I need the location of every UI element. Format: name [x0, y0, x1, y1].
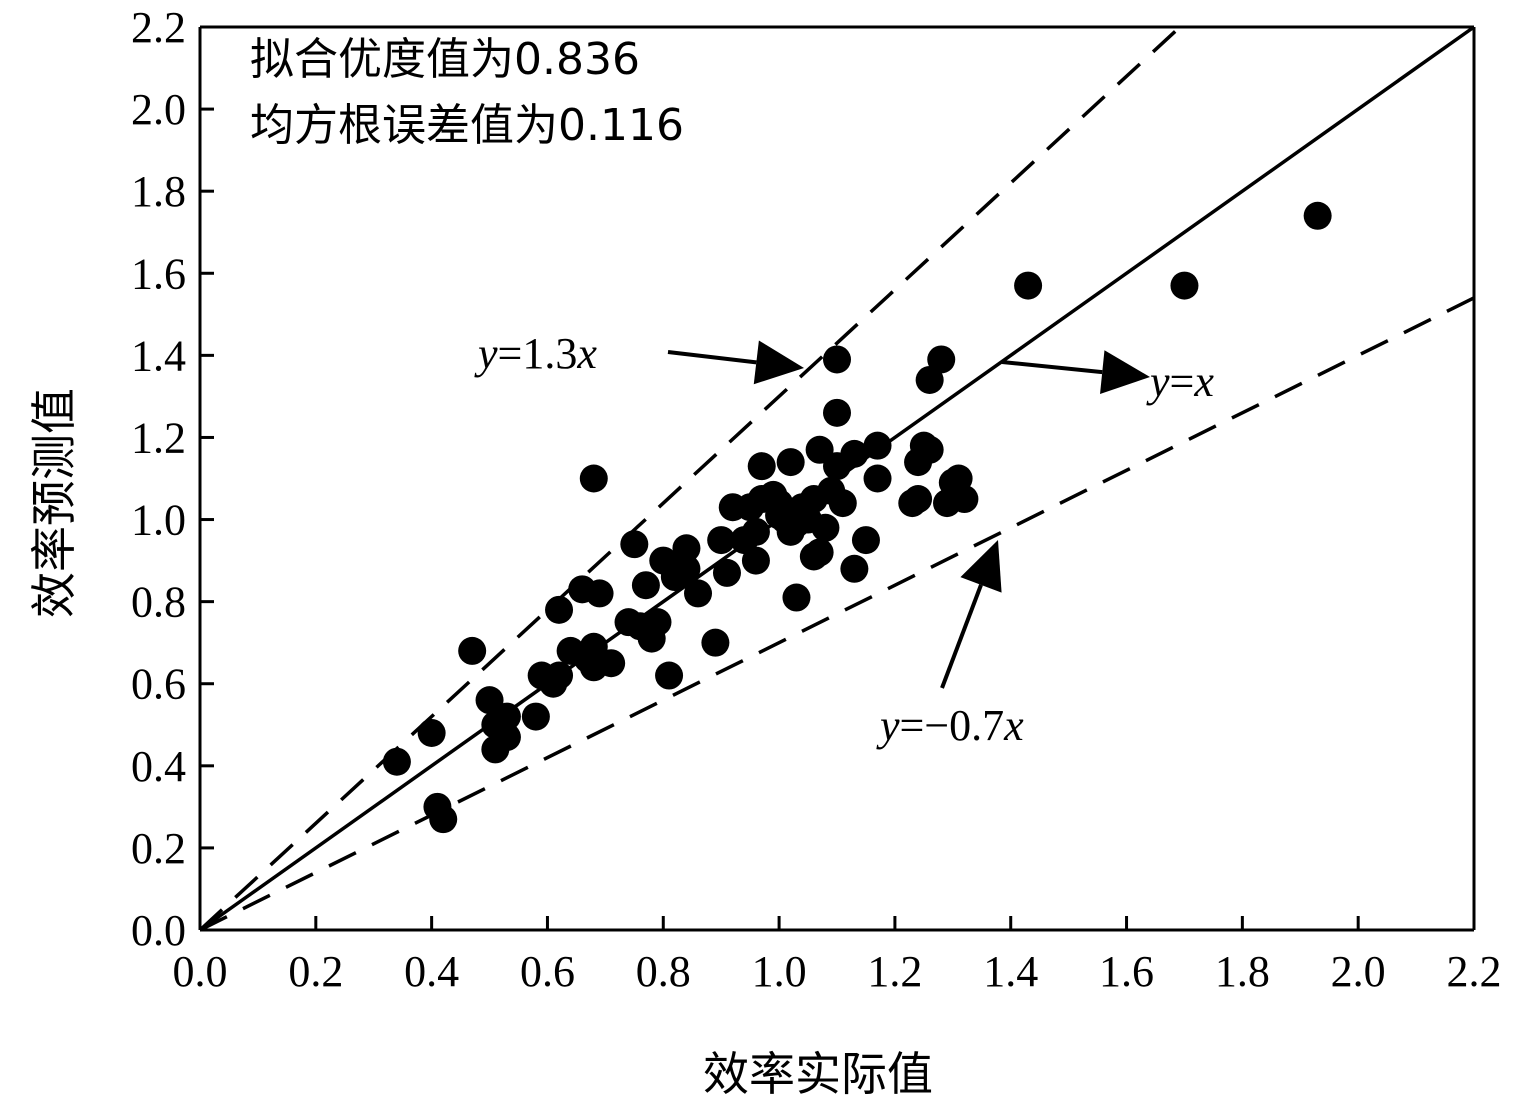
tick-labels: 0.0 0.2 0.4 0.6 0.8 1.0 1.2 1.4 1.6 1.8 2.0 2.2 0.0 0…	[131, 3, 1502, 996]
data-point	[579, 464, 608, 493]
y-axis-title: 效率预测值	[27, 388, 81, 618]
data-point	[597, 649, 626, 678]
plot-frame	[198, 25, 1476, 932]
ticks	[198, 25, 1476, 932]
data-point	[417, 718, 446, 747]
y-tick-label: 0.8	[131, 578, 186, 627]
y-tick-label: 0.6	[131, 660, 186, 709]
data-point	[741, 546, 770, 575]
data-point	[579, 632, 608, 661]
data-point	[585, 579, 614, 608]
data-point	[747, 452, 776, 481]
data-point	[712, 558, 741, 587]
arrow-identity-line-head	[1100, 350, 1150, 395]
data-point	[492, 702, 521, 731]
data-point	[950, 485, 979, 514]
lower-bound-line	[199, 296, 1475, 932]
data-point	[840, 439, 869, 468]
data-point	[863, 464, 892, 493]
x-tick-label: 0.6	[520, 947, 575, 996]
y-tick-label: 2.0	[131, 85, 186, 134]
arrow-lower-line-head	[960, 540, 1002, 593]
data-point	[643, 608, 672, 637]
data-point	[851, 526, 880, 555]
y-tick-label: 1.0	[131, 496, 186, 545]
y-tick-label: 1.8	[131, 167, 186, 216]
x-tick-label: 1.2	[867, 947, 922, 996]
x-tick-label: 2.2	[1447, 947, 1502, 996]
x-tick-label: 0.8	[636, 947, 691, 996]
data-point	[655, 661, 684, 690]
x-tick-label: 0.2	[288, 947, 343, 996]
data-point	[776, 448, 805, 477]
x-tick-label: 1.4	[983, 947, 1038, 996]
y-tick-label: 1.4	[131, 331, 186, 380]
data-point	[811, 513, 840, 542]
data-point	[915, 435, 944, 464]
data-point	[545, 661, 574, 690]
x-axis-title: 效率实际值	[703, 1047, 933, 1101]
x-tick-label: 0.0	[173, 947, 228, 996]
data-point	[915, 365, 944, 394]
y-tick-label: 0.0	[131, 906, 186, 955]
data-point	[382, 747, 411, 776]
data-point	[782, 583, 811, 612]
data-point	[1170, 271, 1199, 300]
data-point	[741, 517, 770, 546]
x-tick-label: 0.4	[404, 947, 459, 996]
x-tick-label: 1.0	[752, 947, 807, 996]
data-point	[458, 636, 487, 665]
data-point	[1303, 201, 1332, 230]
y-tick-label: 0.4	[131, 742, 186, 791]
data-point	[823, 398, 851, 427]
data-point	[631, 571, 660, 600]
data-point	[904, 485, 933, 514]
y-tick-label: 1.6	[131, 249, 186, 298]
data-point	[707, 526, 736, 555]
data-point	[684, 579, 713, 608]
data-point	[863, 431, 892, 460]
y-tick-label: 1.2	[131, 413, 186, 462]
data-point	[545, 595, 574, 624]
data-point	[823, 345, 851, 374]
data-points	[382, 201, 1332, 834]
arrow-upper-line-shaft	[667, 350, 757, 365]
data-point	[475, 686, 504, 715]
arrow-upper-line-head	[753, 340, 804, 385]
y-tick-label: 2.2	[131, 3, 186, 52]
data-point	[492, 723, 521, 752]
data-point	[828, 489, 857, 518]
x-tick-label: 1.8	[1215, 947, 1270, 996]
data-point	[620, 530, 649, 559]
data-point	[429, 805, 458, 834]
arrow-identity-line-shaft	[1001, 360, 1103, 375]
arrows	[667, 340, 1150, 689]
data-point	[672, 534, 701, 563]
x-tick-label: 1.6	[1099, 947, 1154, 996]
data-point	[521, 702, 550, 731]
label-identity-line: y=x	[1146, 357, 1214, 406]
y-tick-label: 0.2	[131, 824, 186, 873]
data-point	[840, 554, 869, 583]
rmse-annotation: 均方根误差值为0.116	[250, 100, 684, 151]
goodness-of-fit-annotation: 拟合优度值为0.836	[250, 34, 640, 85]
data-point	[701, 628, 730, 657]
label-upper-line: y=1.3x	[474, 329, 597, 378]
data-point	[672, 554, 701, 583]
arrow-lower-line-shaft	[940, 584, 983, 689]
line-labels: y=1.3x y=x y=−0.7x	[474, 329, 1214, 750]
data-point	[927, 345, 956, 374]
upper-bound-line	[198, 25, 1182, 932]
data-point	[805, 435, 834, 464]
data-point	[1014, 271, 1043, 300]
label-lower-line: y=−0.7x	[876, 701, 1024, 750]
x-tick-label: 2.0	[1331, 947, 1386, 996]
data-point	[805, 538, 834, 567]
